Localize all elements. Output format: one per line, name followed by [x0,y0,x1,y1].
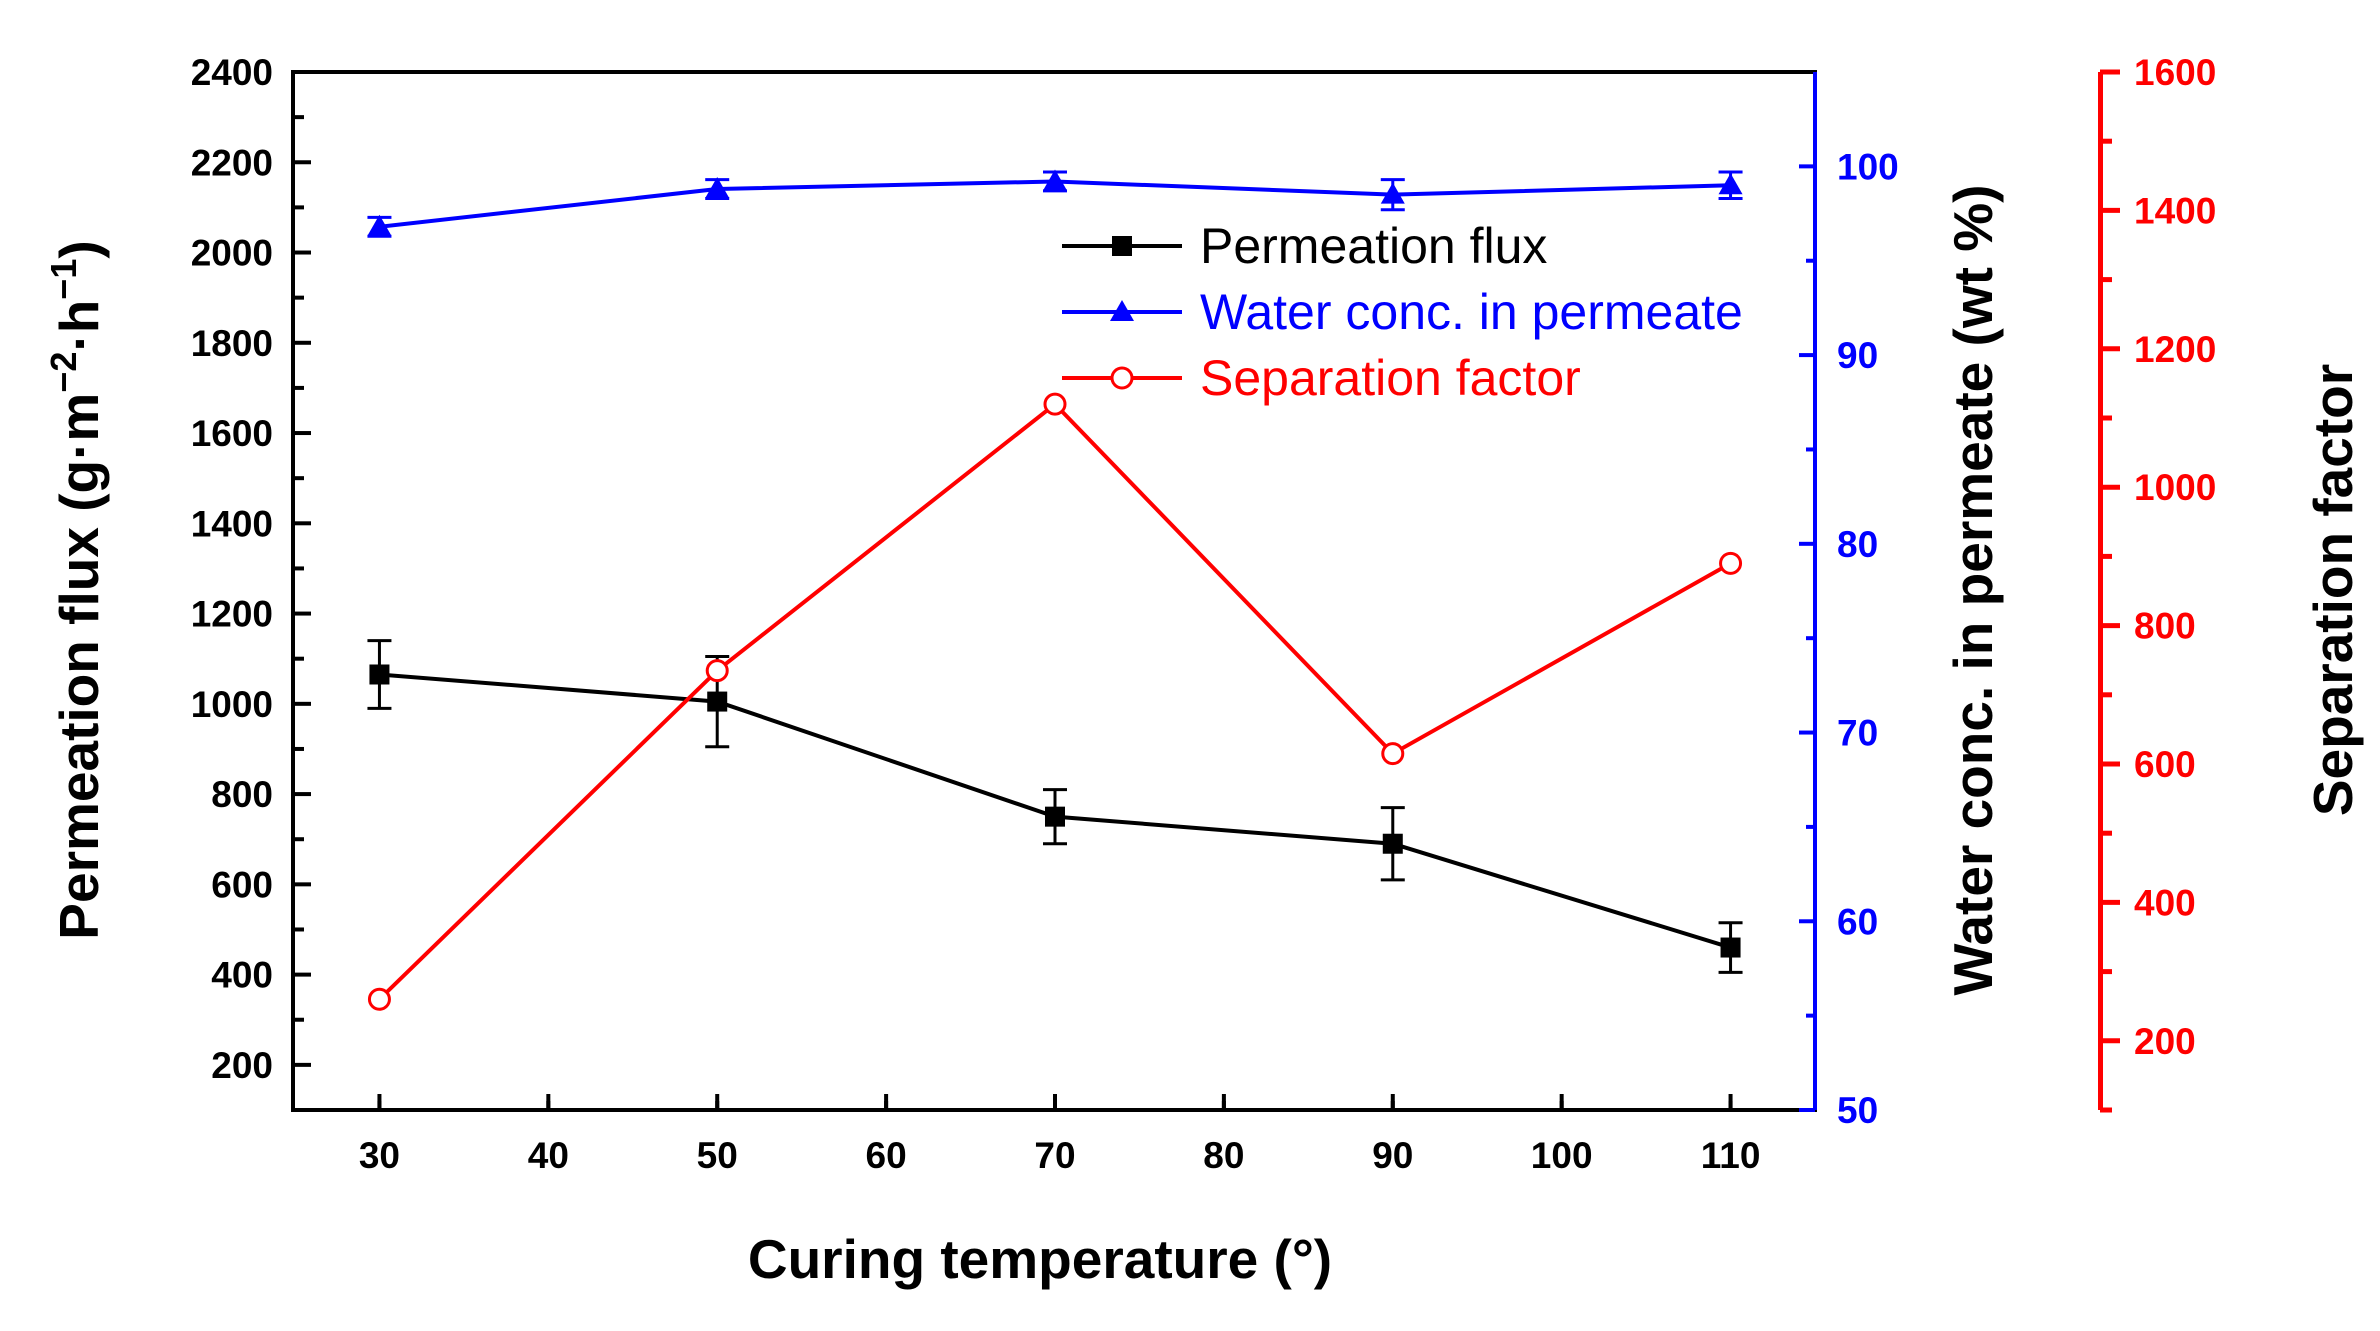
flux-point [1045,806,1065,827]
x-tick-label: 70 [1034,1135,1075,1176]
blue-tick-label: 70 [1837,713,1878,754]
flux-point [369,664,390,685]
legend-sep-marker [1110,366,1134,390]
blue-axis-title: Water conc. in permeate (wt %) [1942,185,2004,996]
blue-tick-label: 60 [1837,901,1878,942]
left-axis-title-mid: ·h [48,300,110,352]
x-tick-label: 80 [1203,1135,1244,1176]
red-tick-label: 800 [2134,606,2196,647]
legend-flux-label: Permeation flux [1200,218,1547,274]
red-tick-label: 1400 [2134,190,2216,231]
left-tick-label: 600 [211,864,273,905]
x-tick-label: 30 [359,1135,400,1176]
series-layer [367,169,1743,1011]
legend-water-label: Water conc. in permeate [1200,284,1743,340]
left-tick-label: 1800 [191,323,273,364]
water-point [1380,182,1405,204]
sep-point [367,987,391,1011]
legend-sep-label: Separation factor [1200,350,1581,406]
left-tick-label: 2000 [191,233,273,274]
x-tick-label: 40 [528,1135,569,1176]
left-tick-label: 1200 [191,594,273,635]
left-axis-ticks: 200 400 600 800 1000 1200 1400 1600 1800 2000 2200… [191,52,311,1086]
sep-point [1381,742,1405,766]
x-tick-label: 60 [866,1135,907,1176]
blue-tick-label: 80 [1837,524,1878,565]
blue-axis-line [1813,72,1817,1110]
water-point [367,214,392,236]
sep-point [1719,551,1743,575]
legend-flux-marker [1112,236,1132,256]
flux-point [1720,937,1741,958]
blue-tick-label: 100 [1837,146,1899,187]
red-tick-label: 400 [2134,882,2196,923]
left-axis-title-end: ) [48,240,110,258]
red-tick-label: 600 [2134,744,2196,785]
x-tick-label: 100 [1531,1135,1593,1176]
left-axis-title-sup2: −1 [43,259,84,300]
left-tick-label: 2400 [191,52,273,93]
left-tick-label: 800 [211,774,273,815]
legend: Permeation flux Water conc. in permeate Se… [1062,218,1743,406]
red-axis-ticks: 200 400 600 800 1000 1200 1400 1600 [2100,52,2216,1113]
left-tick-label: 1600 [191,413,273,454]
left-tick-label: 400 [211,955,273,996]
left-tick-label: 200 [211,1045,273,1086]
x-tick-label: 90 [1372,1135,1413,1176]
red-axis-line [2098,72,2103,1110]
x-tick-label: 110 [1701,1135,1761,1176]
x-tick-label: 50 [697,1135,738,1176]
water-point [1043,169,1067,191]
left-axis-title-sup1: −2 [43,352,84,393]
x-axis-ticks: 30 40 50 60 70 80 90 100 110 [359,1094,1761,1176]
x-axis-title: Curing temperature (°) [748,1228,1332,1290]
flux-point [1382,833,1403,854]
plot-frame [291,70,1817,1112]
water-point [1718,173,1743,195]
legend-water-marker [1110,300,1134,321]
blue-tick-label: 90 [1837,335,1878,376]
sep-point [1043,392,1067,416]
flux-point [707,691,728,712]
blue-axis-ticks: 50 60 70 80 90 100 [1799,146,1899,1131]
left-tick-label: 1000 [191,684,273,725]
red-tick-label: 1200 [2134,329,2216,370]
red-axis-title: Separation factor [2302,364,2364,816]
blue-tick-label: 50 [1837,1090,1878,1131]
sep-line [378,401,1732,1001]
left-tick-label: 1400 [191,503,273,544]
left-axis-title: Permeation flux (g·m−2·h−1) [43,240,110,939]
red-tick-label: 1000 [2134,467,2216,508]
water-point [705,177,730,199]
sep-point [705,659,729,683]
red-tick-label: 200 [2134,1021,2196,1062]
left-tick-label: 2200 [191,142,273,183]
red-tick-label: 1600 [2134,52,2216,93]
